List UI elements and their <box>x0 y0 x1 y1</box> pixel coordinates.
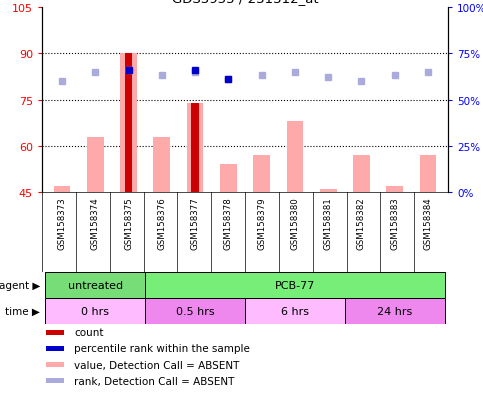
Text: count: count <box>74 328 104 337</box>
Bar <box>191 103 199 192</box>
Bar <box>345 298 445 324</box>
Bar <box>46 379 64 383</box>
Text: 24 hrs: 24 hrs <box>377 306 412 316</box>
Bar <box>320 190 337 192</box>
Text: GSM158376: GSM158376 <box>157 197 166 249</box>
Bar <box>125 54 132 192</box>
Text: GSM158379: GSM158379 <box>257 197 266 249</box>
Text: GSM158381: GSM158381 <box>324 197 333 249</box>
Text: PCB-77: PCB-77 <box>275 280 315 290</box>
Text: GSM158378: GSM158378 <box>224 197 233 249</box>
Text: 0 hrs: 0 hrs <box>81 306 109 316</box>
Text: agent ▶: agent ▶ <box>0 280 40 290</box>
Text: rank, Detection Call = ABSENT: rank, Detection Call = ABSENT <box>74 376 235 386</box>
Bar <box>87 137 103 192</box>
Text: GSM158380: GSM158380 <box>290 197 299 249</box>
Bar <box>253 156 270 192</box>
Text: GSM158375: GSM158375 <box>124 197 133 249</box>
Bar <box>45 298 145 324</box>
Text: GSM158373: GSM158373 <box>57 197 67 249</box>
Bar <box>46 346 64 351</box>
Text: untreated: untreated <box>68 280 123 290</box>
Text: GSM158383: GSM158383 <box>390 197 399 249</box>
Bar <box>45 272 145 298</box>
Bar <box>54 186 71 192</box>
Text: GSM158382: GSM158382 <box>357 197 366 249</box>
Bar <box>353 156 370 192</box>
Text: GSM158384: GSM158384 <box>424 197 433 249</box>
Bar <box>245 298 345 324</box>
Bar <box>420 156 436 192</box>
Bar <box>46 362 64 367</box>
Bar <box>220 165 237 192</box>
Bar <box>120 54 137 192</box>
Text: GSM158374: GSM158374 <box>91 197 100 249</box>
Bar <box>46 330 64 335</box>
Text: 0.5 hrs: 0.5 hrs <box>176 306 214 316</box>
Bar <box>145 272 445 298</box>
Text: GSM158377: GSM158377 <box>191 197 199 249</box>
Bar <box>286 122 303 192</box>
Bar <box>154 137 170 192</box>
Title: GDS3955 / 231312_at: GDS3955 / 231312_at <box>171 0 318 5</box>
Bar <box>145 298 245 324</box>
Text: percentile rank within the sample: percentile rank within the sample <box>74 344 250 354</box>
Text: time ▶: time ▶ <box>5 306 40 316</box>
Text: 6 hrs: 6 hrs <box>281 306 309 316</box>
Text: value, Detection Call = ABSENT: value, Detection Call = ABSENT <box>74 360 240 370</box>
Bar <box>386 186 403 192</box>
Bar <box>187 103 203 192</box>
